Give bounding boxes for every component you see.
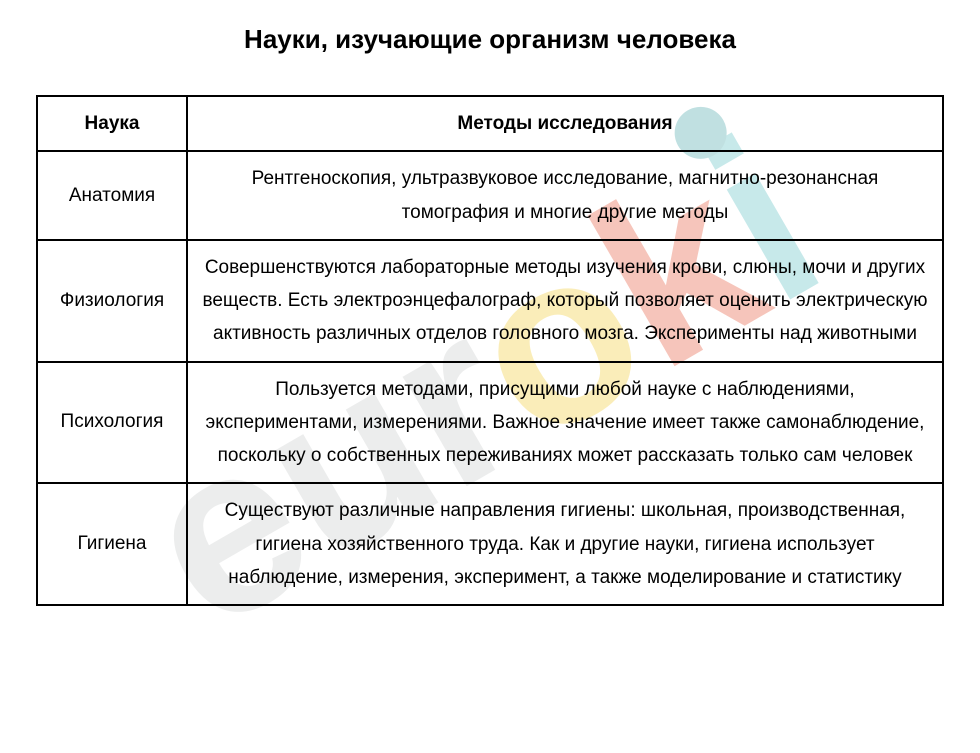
table-row: Гигиена Существуют различные направления… xyxy=(37,483,943,605)
cell-methods: Совершенствуются лабораторные методы изу… xyxy=(187,240,943,362)
cell-methods: Существуют различные направления гигиены… xyxy=(187,483,943,605)
table-header-row: Наука Методы исследования xyxy=(37,96,943,151)
table-container: Наука Методы исследования Анатомия Рентг… xyxy=(0,95,980,606)
cell-science: Физиология xyxy=(37,240,187,362)
cell-science: Анатомия xyxy=(37,151,187,240)
table-row: Физиология Совершенствуются лабораторные… xyxy=(37,240,943,362)
cell-science: Психология xyxy=(37,362,187,484)
table-row: Психология Пользуется методами, присущим… xyxy=(37,362,943,484)
header-science: Наука xyxy=(37,96,187,151)
page-title: Науки, изучающие организм человека xyxy=(0,24,980,55)
sciences-table: Наука Методы исследования Анатомия Рентг… xyxy=(36,95,944,606)
table-row: Анатомия Рентгеноскопия, ультразвуковое … xyxy=(37,151,943,240)
header-methods: Методы исследования xyxy=(187,96,943,151)
cell-methods: Пользуется методами, присущими любой нау… xyxy=(187,362,943,484)
cell-science: Гигиена xyxy=(37,483,187,605)
cell-methods: Рентгеноскопия, ультразвуковое исследова… xyxy=(187,151,943,240)
